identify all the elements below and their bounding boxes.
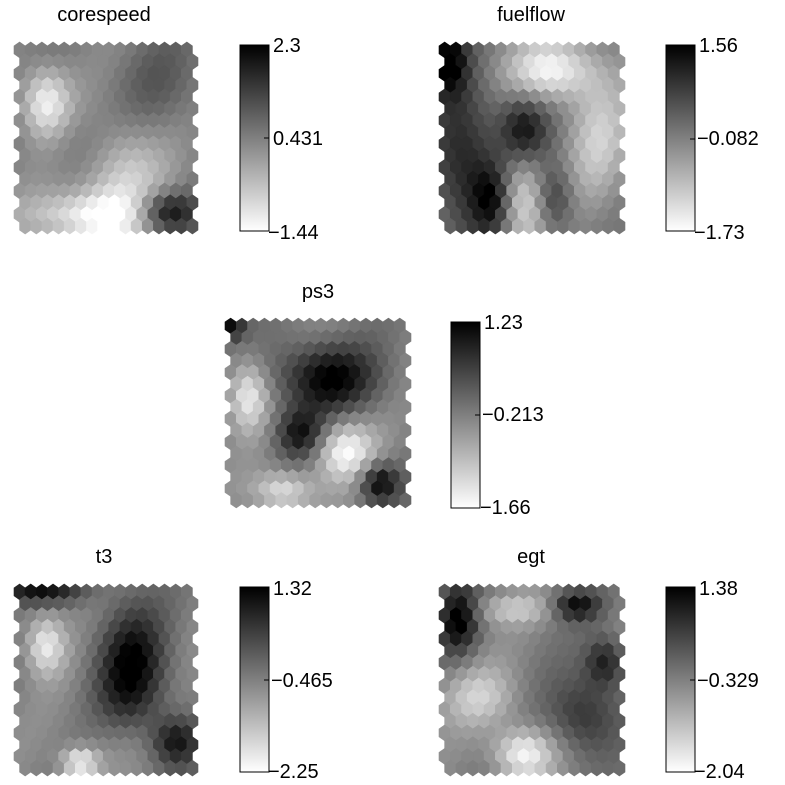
colorbar-tick-min: −1.44 [268,222,319,244]
hex-grid-ps3 [224,317,412,509]
colorbar-tick-mid: 0.431 [273,128,323,150]
panel-corespeed: corespeed 2.3 0.431 −1.44 [13,4,323,244]
colorbar-tick-max: 2.3 [273,35,301,57]
hex-grid-t3 [13,583,199,777]
colorbar-tick-mid: −0.465 [271,670,333,692]
panel-title: egt [517,546,545,568]
colorbar-tick-max: 1.23 [484,312,523,334]
panel-ps3: ps3 1.23 −0.213 −1.66 [224,281,544,519]
hex-cell [186,759,199,777]
colorbar-tick-max: 1.56 [699,35,738,57]
colorbar-tick-mid: −0.329 [697,670,759,692]
colorbar-tick-mid: −0.082 [697,128,759,150]
colorbar-tick-max: 1.32 [273,578,312,600]
panel-title: ps3 [302,281,334,303]
panel-title: fuelflow [497,4,565,26]
panel-title: t3 [96,546,113,568]
hex-grid-egt [438,583,626,777]
hex-grid-fuelflow [438,41,626,235]
colorbar-tick-mid: −0.213 [482,404,544,426]
panel-title: corespeed [57,4,150,26]
colorbar-tick-max: 1.38 [699,578,738,600]
hex-cell [613,759,626,777]
hex-grid-corespeed [13,41,199,235]
colorbar-tick-min: −1.66 [480,497,531,519]
hex-cell [399,492,412,509]
colorbar-tick-min: −1.73 [694,222,745,244]
panel-egt: egt 1.38 −0.329 −2.04 [438,546,759,783]
panel-fuelflow: fuelflow 1.56 −0.082 −1.73 [438,4,759,244]
hex-cell [186,217,199,235]
colorbar-tick-min: −2.04 [694,761,745,783]
colorbar [665,44,696,232]
colorbar-tick-min: −2.25 [268,761,319,783]
panel-t3: t3 1.32 −0.465 −2.25 [13,546,333,783]
hex-cell [613,217,626,235]
